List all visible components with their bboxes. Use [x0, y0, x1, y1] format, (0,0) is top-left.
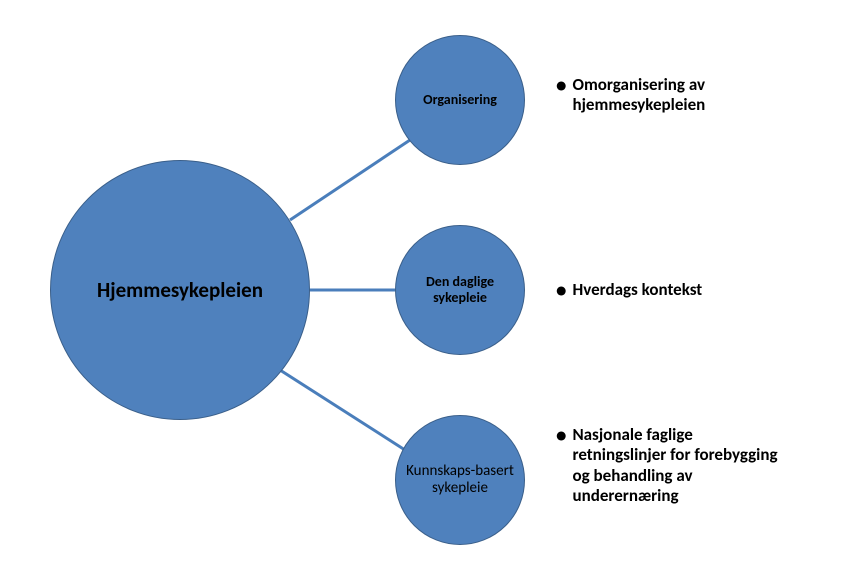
child-node-kunnskap: Kunnskaps-basert sykepleie [395, 415, 525, 545]
bullet-text: Omorganisering av hjemmesykepleien [572, 75, 806, 116]
child-node-label: Kunnskaps-basert sykepleie [404, 463, 516, 498]
child-node-organisering: Organisering [395, 35, 525, 165]
bullet-dot-icon: • [556, 280, 566, 301]
bullet-kunnskap: • Nasjonale faglige retningslinjer for f… [556, 425, 786, 507]
central-node-label: Hjemmesykepleien [97, 278, 263, 302]
bullet-dot-icon: • [556, 75, 566, 96]
bullet-daglig: • Hverdags kontekst [556, 280, 806, 301]
child-node-label: Organisering [423, 92, 497, 108]
child-node-label: Den daglige sykepleie [404, 274, 516, 306]
edge [280, 370, 405, 450]
central-node: Hjemmesykepleien [50, 160, 310, 420]
bullet-text: Hverdags kontekst [572, 280, 702, 300]
child-node-daglig: Den daglige sykepleie [395, 225, 525, 355]
bullet-dot-icon: • [556, 425, 566, 446]
bullet-text: Nasjonale faglige retningslinjer for for… [572, 425, 786, 507]
bullet-organisering: • Omorganisering av hjemmesykepleien [556, 75, 806, 116]
edge [290, 140, 410, 220]
